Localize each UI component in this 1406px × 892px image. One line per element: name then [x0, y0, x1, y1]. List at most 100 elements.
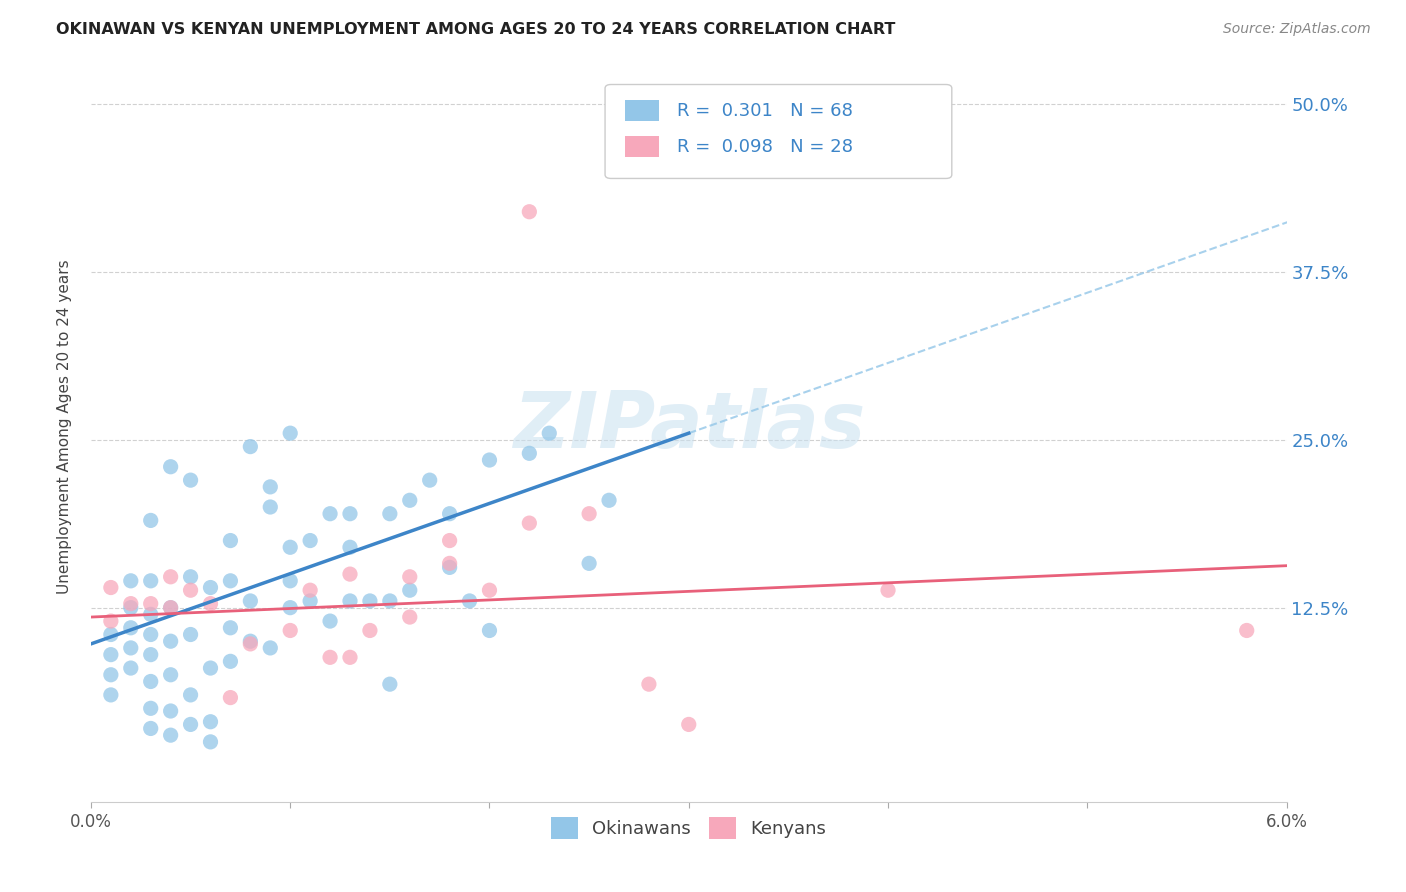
- Point: [219, 533, 242, 548]
- Point: [419, 473, 441, 487]
- Point: [299, 583, 322, 598]
- Point: [180, 627, 202, 641]
- FancyBboxPatch shape: [605, 85, 952, 178]
- Point: [877, 583, 900, 598]
- Legend: Okinawans, Kenyans: Okinawans, Kenyans: [544, 809, 834, 846]
- Point: [159, 634, 181, 648]
- Point: [219, 690, 242, 705]
- Point: [359, 594, 381, 608]
- Point: [299, 594, 322, 608]
- Point: [200, 581, 222, 595]
- Point: [398, 570, 420, 584]
- Point: [139, 674, 162, 689]
- Point: [180, 583, 202, 598]
- Point: [259, 640, 281, 655]
- Point: [139, 607, 162, 622]
- Point: [378, 594, 401, 608]
- Point: [219, 654, 242, 668]
- Point: [239, 634, 262, 648]
- Point: [678, 717, 700, 731]
- Point: [100, 688, 122, 702]
- Point: [538, 426, 561, 441]
- Point: [319, 650, 342, 665]
- Point: [359, 624, 381, 638]
- Point: [339, 507, 361, 521]
- Point: [339, 541, 361, 555]
- Point: [200, 597, 222, 611]
- Point: [100, 581, 122, 595]
- Point: [159, 600, 181, 615]
- Point: [278, 426, 301, 441]
- Point: [339, 567, 361, 582]
- Point: [339, 650, 361, 665]
- Point: [200, 661, 222, 675]
- Point: [278, 574, 301, 588]
- Point: [120, 661, 142, 675]
- Point: [259, 480, 281, 494]
- Point: [398, 493, 420, 508]
- Point: [120, 640, 142, 655]
- Text: Source: ZipAtlas.com: Source: ZipAtlas.com: [1223, 22, 1371, 37]
- Point: [100, 627, 122, 641]
- Point: [139, 574, 162, 588]
- Point: [180, 717, 202, 731]
- Point: [139, 597, 162, 611]
- Point: [439, 507, 461, 521]
- Text: OKINAWAN VS KENYAN UNEMPLOYMENT AMONG AGES 20 TO 24 YEARS CORRELATION CHART: OKINAWAN VS KENYAN UNEMPLOYMENT AMONG AG…: [56, 22, 896, 37]
- Point: [180, 570, 202, 584]
- Point: [378, 507, 401, 521]
- Point: [139, 648, 162, 662]
- Point: [439, 533, 461, 548]
- Point: [120, 574, 142, 588]
- Point: [100, 648, 122, 662]
- Text: ZIPatlas: ZIPatlas: [513, 389, 865, 465]
- Point: [339, 594, 361, 608]
- Point: [398, 610, 420, 624]
- Point: [100, 614, 122, 628]
- Point: [239, 440, 262, 454]
- Point: [180, 473, 202, 487]
- FancyBboxPatch shape: [626, 136, 659, 157]
- Point: [398, 583, 420, 598]
- Point: [239, 637, 262, 651]
- Point: [578, 507, 600, 521]
- Point: [139, 513, 162, 527]
- Point: [378, 677, 401, 691]
- Point: [638, 677, 661, 691]
- Point: [319, 507, 342, 521]
- Point: [159, 570, 181, 584]
- Point: [139, 701, 162, 715]
- Text: R =  0.098   N = 28: R = 0.098 N = 28: [676, 138, 853, 156]
- Point: [299, 533, 322, 548]
- Point: [159, 704, 181, 718]
- Point: [517, 516, 540, 530]
- Point: [100, 667, 122, 681]
- Point: [259, 500, 281, 514]
- Point: [200, 735, 222, 749]
- Point: [517, 204, 540, 219]
- FancyBboxPatch shape: [626, 100, 659, 121]
- Point: [159, 459, 181, 474]
- Point: [278, 624, 301, 638]
- Point: [139, 722, 162, 736]
- Point: [120, 597, 142, 611]
- Point: [159, 600, 181, 615]
- Point: [120, 621, 142, 635]
- Point: [598, 493, 620, 508]
- Y-axis label: Unemployment Among Ages 20 to 24 years: Unemployment Among Ages 20 to 24 years: [58, 260, 72, 594]
- Point: [1236, 624, 1258, 638]
- Point: [478, 453, 501, 467]
- Point: [439, 557, 461, 571]
- Point: [239, 594, 262, 608]
- Point: [139, 627, 162, 641]
- Point: [180, 688, 202, 702]
- Point: [200, 714, 222, 729]
- Point: [219, 621, 242, 635]
- Point: [120, 600, 142, 615]
- Point: [159, 728, 181, 742]
- Point: [319, 614, 342, 628]
- Point: [439, 560, 461, 574]
- Point: [458, 594, 481, 608]
- Point: [478, 624, 501, 638]
- Point: [278, 600, 301, 615]
